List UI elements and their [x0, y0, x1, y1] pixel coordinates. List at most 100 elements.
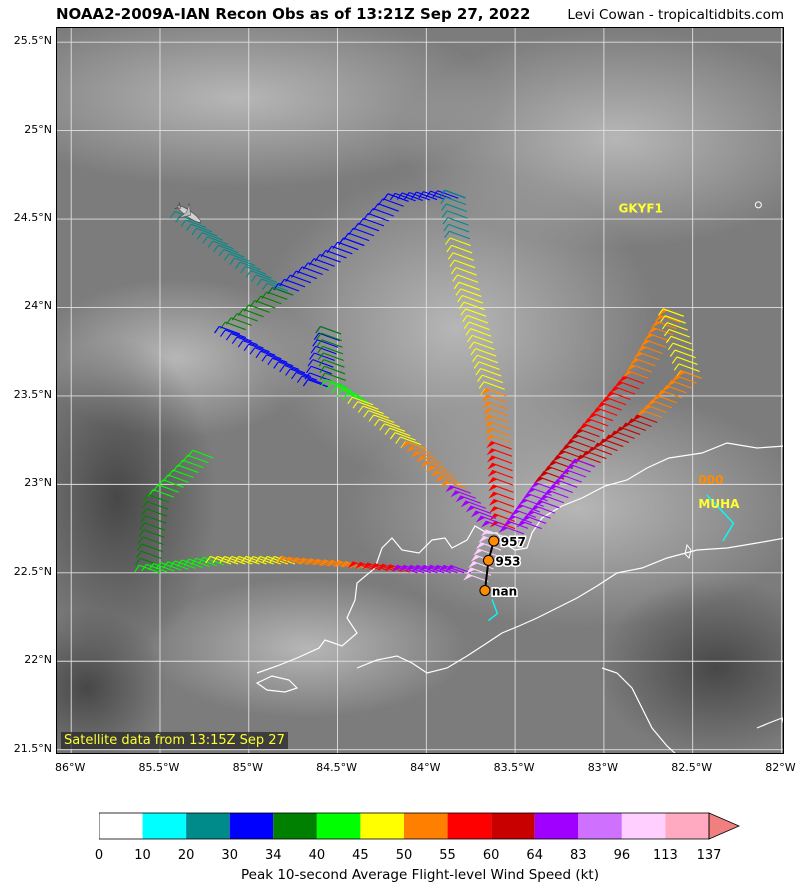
flight-segment-17: [143, 449, 214, 503]
wind-barb: [448, 223, 470, 233]
wind-barb-feather: [308, 258, 315, 266]
wind-barb-flag: [609, 386, 619, 394]
wind-barb-feather: [318, 359, 325, 367]
wind-barb: [574, 433, 596, 443]
station-label: GKYF1: [619, 201, 663, 215]
wind-barb-feather: [213, 244, 219, 253]
wind-barb-flag: [514, 504, 524, 511]
wind-barb-feather: [313, 332, 320, 340]
wind-barb: [290, 274, 312, 284]
wind-barb-feather: [671, 356, 678, 364]
wind-barb-flag: [369, 563, 380, 571]
wind-barb-feather: [343, 232, 349, 240]
wind-barb-flag: [392, 565, 402, 572]
wind-barb-feather: [291, 270, 297, 278]
wind-barb-feather: [202, 236, 208, 244]
coastlines: [255, 442, 783, 753]
wind-barb-feather: [667, 342, 674, 351]
wind-barb-flag: [556, 450, 566, 457]
wind-barb-feather: [261, 354, 268, 362]
wind-barb: [261, 278, 283, 288]
wind-barb: [172, 469, 194, 479]
wind-barb: [248, 343, 270, 353]
wind-barb-feather: [463, 321, 470, 329]
wind-barb-feather: [338, 237, 344, 245]
wind-barb: [578, 428, 600, 438]
wind-barb: [452, 252, 474, 261]
wind-barb-flag: [450, 490, 460, 498]
station-label: MUHA: [698, 497, 740, 511]
pressure-dot: [482, 554, 494, 566]
lon-tick-label: 83.5°W: [493, 761, 535, 774]
wind-barb: [312, 359, 334, 368]
wind-barb-flag: [644, 333, 654, 341]
wind-barb-flag: [654, 314, 665, 322]
wind-barb-flag: [435, 475, 445, 483]
satellite-cloud-texture: [57, 28, 783, 753]
wind-barb: [377, 203, 399, 212]
lat-tick-label: 23.5°N: [13, 387, 52, 401]
wind-barb-feather: [326, 245, 333, 254]
wind-barb-feather: [673, 363, 680, 371]
wind-barb-flag: [578, 423, 588, 431]
pressure-dot: [488, 535, 500, 547]
wind-barb-flag: [319, 559, 329, 567]
wind-barb-feather: [214, 326, 220, 334]
wind-barb-feather: [255, 350, 262, 359]
wind-barb-flag: [465, 567, 476, 575]
wind-barb-feather: [309, 352, 315, 360]
colorbar-tick-label: 55: [439, 848, 456, 863]
wind-barb-feather: [251, 274, 257, 282]
wind-barb-feather: [397, 192, 403, 200]
wind-barb: [157, 484, 179, 493]
flight-segment-2: [338, 193, 409, 247]
wind-barb: [248, 304, 270, 313]
wind-barb: [196, 227, 218, 237]
wind-barb: [358, 222, 380, 232]
flight-track: [134, 189, 702, 583]
wind-barb-feather: [325, 382, 332, 390]
wind-barb-flag: [405, 446, 416, 453]
wind-barb-flag: [463, 574, 473, 581]
wind-barb: [449, 564, 471, 574]
wind-barb: [254, 300, 276, 309]
wind-barb-feather: [669, 349, 676, 357]
wind-barb-flag: [384, 564, 395, 572]
wind-barb: [475, 348, 497, 357]
wind-barb-flag: [298, 558, 308, 565]
colorbar-segment-5: [316, 813, 361, 839]
wind-barb-flag: [520, 515, 531, 523]
aircraft-icon: [174, 202, 201, 223]
wind-barb: [218, 244, 240, 254]
wind-barb-feather: [148, 563, 154, 571]
wind-barb-flag: [482, 401, 492, 409]
wind-barb: [346, 393, 368, 402]
wind-barb-flag: [412, 565, 422, 572]
wind-barb-flag: [560, 469, 571, 476]
wind-barb: [493, 498, 515, 508]
wind-barb-feather: [470, 348, 477, 356]
map-svg[interactable]: GKYF1 MUHA 000 957 953 nan: [57, 28, 784, 754]
wind-barb: [348, 232, 370, 242]
wind-barb: [187, 454, 209, 464]
wind-barb: [480, 367, 502, 377]
wind-barb: [250, 270, 272, 279]
wind-barb: [260, 350, 282, 360]
wind-barb: [638, 351, 660, 361]
wind-barb-flag: [478, 536, 488, 543]
wind-barb: [518, 503, 540, 513]
map-panel[interactable]: GKYF1 MUHA 000 957 953 nan Satellite data fr…: [56, 27, 784, 754]
wind-barb: [605, 396, 627, 406]
wind-barb-feather: [140, 515, 146, 523]
lat-tick-label: 21.5°N: [13, 741, 52, 755]
wind-barb: [470, 328, 492, 337]
wind-barb-flag: [591, 407, 602, 415]
wind-barb-feather: [218, 249, 225, 257]
wind-barb-feather: [442, 217, 449, 225]
wind-barb-feather: [446, 245, 452, 253]
wind-barb: [668, 328, 690, 338]
wind-barb: [585, 450, 607, 460]
wind-barb: [162, 479, 184, 488]
colorbar-tick-label: 50: [395, 848, 413, 863]
wind-barb-feather: [377, 198, 384, 206]
